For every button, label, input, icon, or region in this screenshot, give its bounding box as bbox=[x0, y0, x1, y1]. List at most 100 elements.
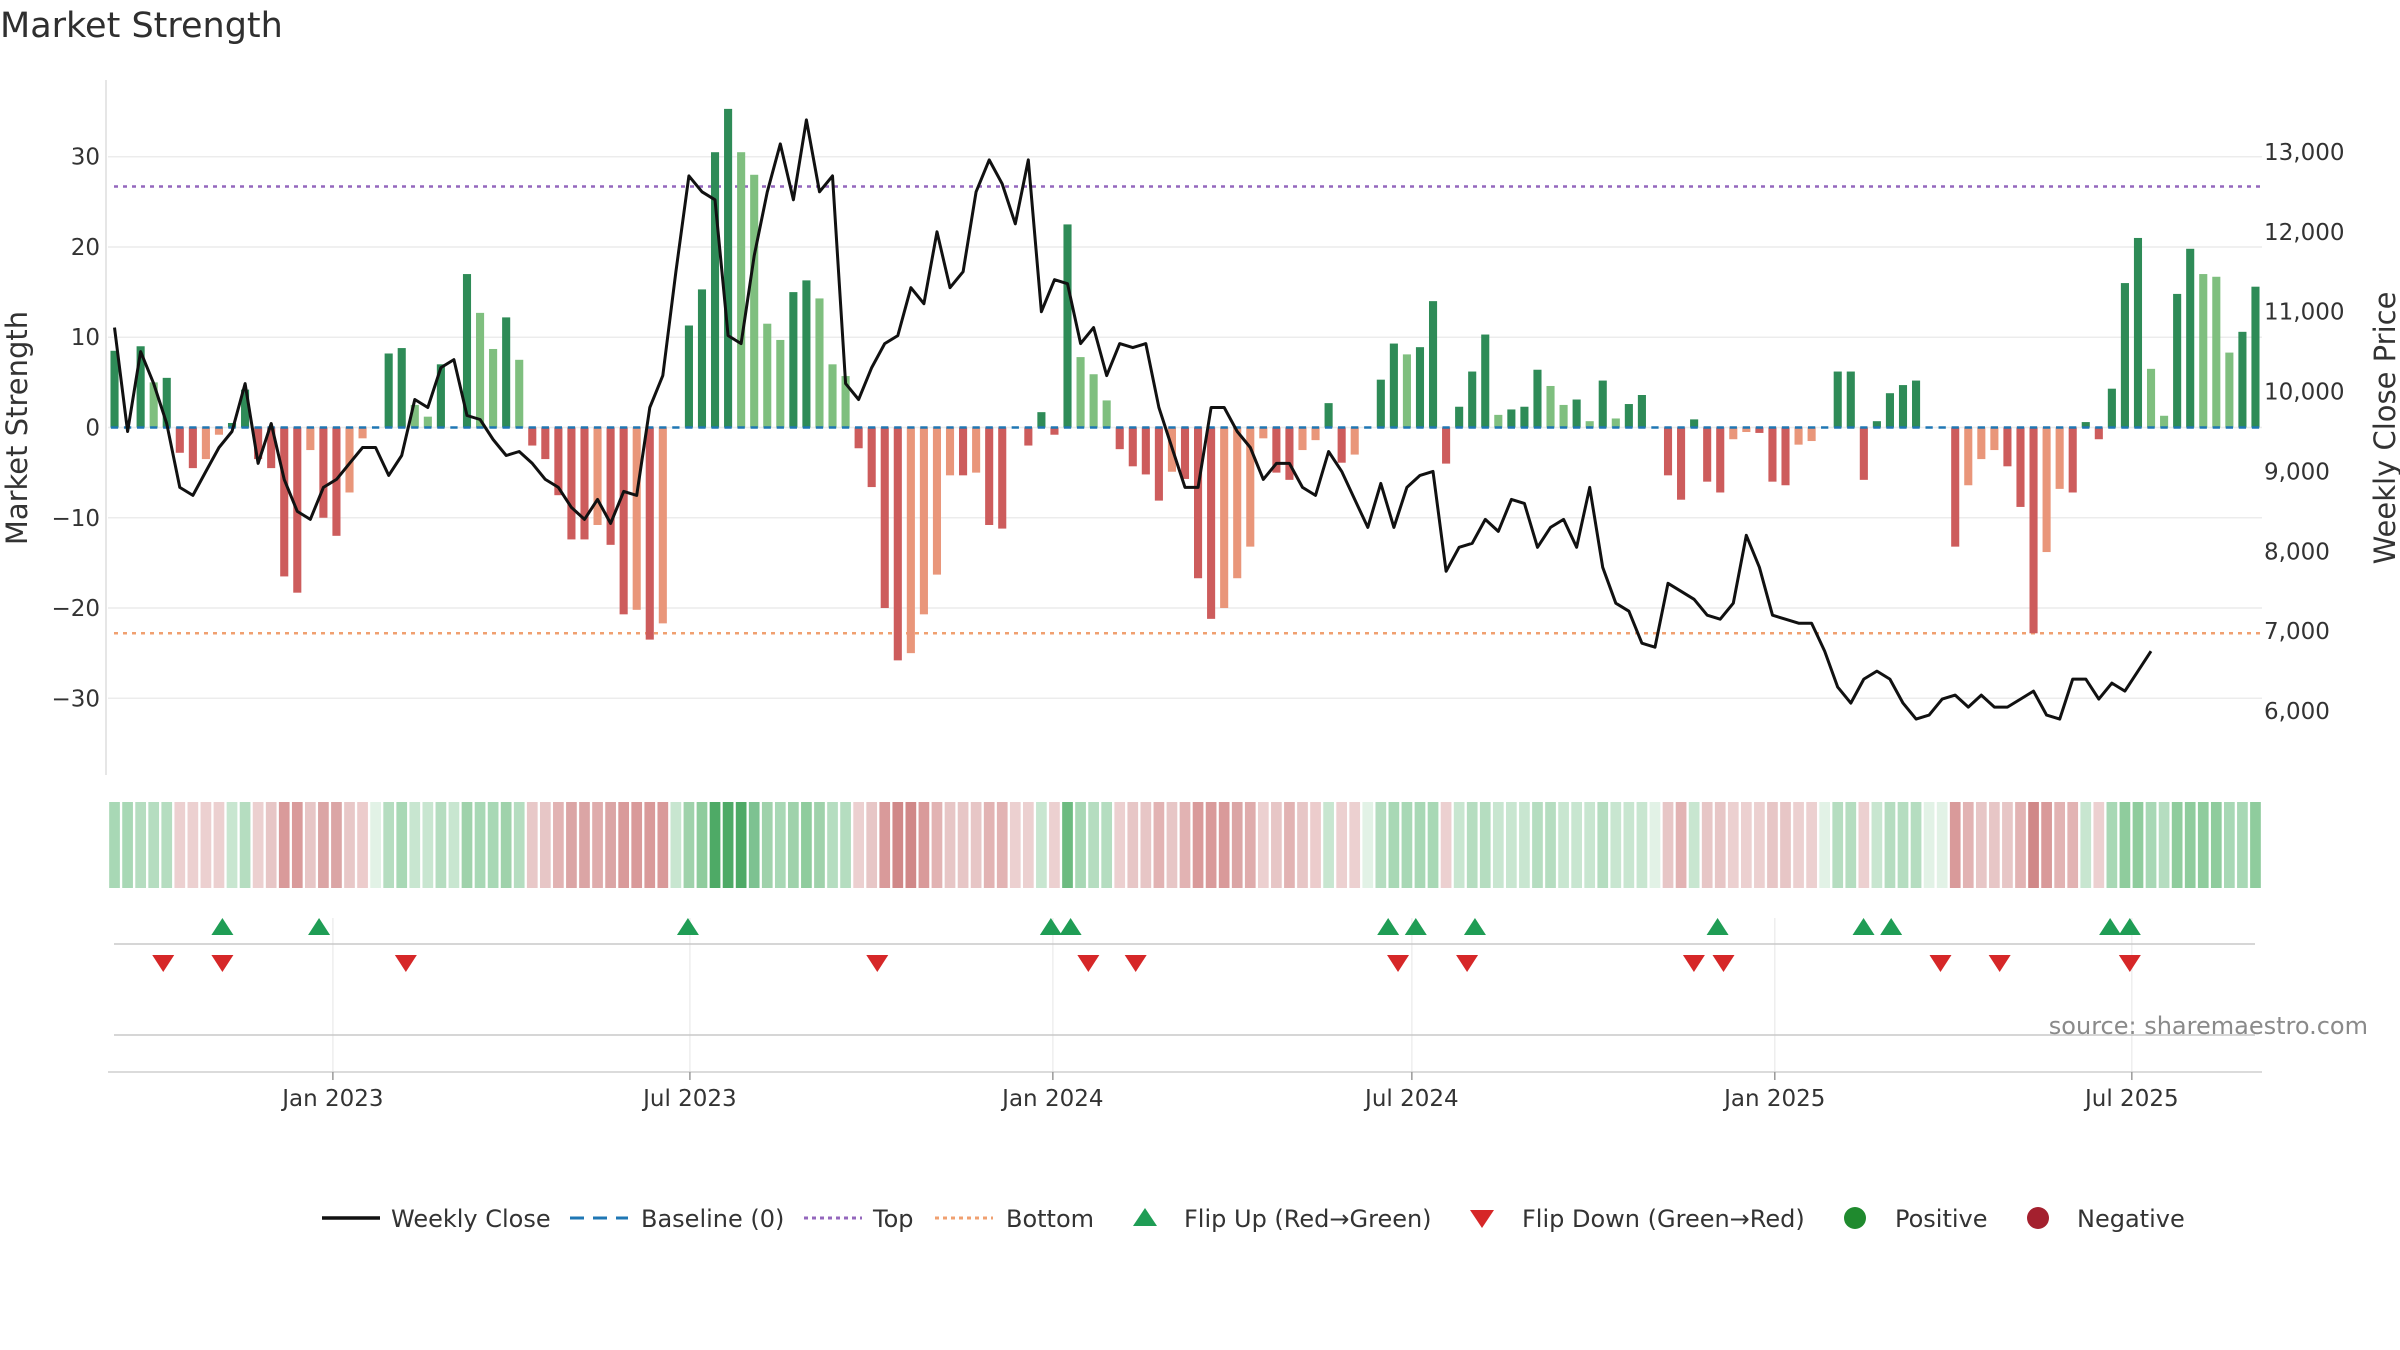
regime-cell bbox=[840, 802, 851, 888]
regime-cell bbox=[1114, 802, 1126, 888]
left-tick-label: −30 bbox=[51, 686, 100, 712]
strength-bar bbox=[175, 427, 184, 453]
regime-cell bbox=[1701, 802, 1713, 888]
flip-up-marker bbox=[1039, 918, 1062, 935]
strength-bar bbox=[267, 427, 276, 469]
regime-cell bbox=[1153, 802, 1165, 888]
strength-bar bbox=[2160, 415, 2169, 428]
regime-cell bbox=[774, 802, 786, 888]
strength-bar bbox=[1912, 380, 1921, 428]
regime-cell bbox=[696, 802, 708, 888]
strength-bar bbox=[1964, 427, 1973, 486]
strength-bar bbox=[2029, 427, 2038, 634]
right-tick-label: 12,000 bbox=[2264, 220, 2344, 246]
strength-bar bbox=[854, 427, 863, 449]
legend-dot-icon bbox=[1844, 1207, 1866, 1229]
regime-cell bbox=[2028, 802, 2039, 888]
strength-bar bbox=[867, 427, 876, 488]
x-axis: Jan 2023 Jul 2023 Jan 2024 Jul 2024 Jan 2025… bbox=[108, 1071, 2262, 1112]
regime-cell bbox=[553, 802, 564, 888]
strength-bar bbox=[1690, 419, 1699, 428]
strength-bar bbox=[1220, 427, 1229, 609]
regime-cell bbox=[2171, 802, 2183, 888]
regime-cell bbox=[239, 802, 251, 888]
strength-bar bbox=[1376, 379, 1385, 428]
strength-bar bbox=[436, 364, 445, 428]
strength-bar bbox=[919, 427, 928, 615]
regime-cell bbox=[1597, 802, 1609, 888]
regime-cell bbox=[2132, 802, 2144, 888]
regime-cell bbox=[1532, 802, 1543, 888]
regime-cell bbox=[109, 802, 120, 888]
strength-bars bbox=[110, 108, 2260, 661]
regime-cell bbox=[1009, 802, 1021, 888]
regime-cell bbox=[448, 802, 460, 888]
regime-cell bbox=[357, 802, 368, 888]
strength-bar bbox=[462, 274, 472, 428]
regime-cell bbox=[1427, 802, 1439, 888]
regime-cell bbox=[709, 802, 721, 888]
regime-cell bbox=[1506, 802, 1517, 888]
strength-bar bbox=[1624, 404, 1633, 428]
regime-cell bbox=[1466, 802, 1478, 888]
strength-bar bbox=[645, 427, 654, 640]
regime-cell bbox=[1675, 802, 1687, 888]
strength-bar bbox=[1207, 427, 1216, 619]
regime-cell bbox=[1049, 802, 1060, 888]
strength-bar bbox=[1350, 427, 1359, 455]
regime-cell bbox=[1727, 802, 1739, 888]
regime-cell bbox=[853, 802, 864, 888]
regime-strip bbox=[109, 802, 2261, 888]
regime-cell bbox=[1649, 802, 1661, 888]
strength-bar bbox=[2173, 293, 2182, 428]
strength-bar bbox=[1389, 343, 1398, 428]
strength-bar bbox=[384, 353, 393, 428]
regime-cell bbox=[252, 802, 264, 888]
regime-cell bbox=[1205, 802, 1217, 888]
strength-bar bbox=[162, 377, 171, 428]
regime-cell bbox=[1362, 802, 1374, 888]
strength-bar bbox=[306, 427, 315, 451]
regime-cell bbox=[618, 802, 630, 888]
strength-bar bbox=[1180, 427, 1190, 479]
regime-cell bbox=[135, 802, 146, 888]
strength-bar bbox=[710, 152, 720, 428]
strength-bar bbox=[1611, 418, 1620, 428]
strength-bar bbox=[2238, 331, 2247, 428]
strength-bar bbox=[2042, 427, 2051, 553]
right-tick-label: 11,000 bbox=[2264, 300, 2344, 326]
regime-cell bbox=[983, 802, 995, 888]
flip-markers-panel bbox=[114, 918, 2255, 972]
regime-cell bbox=[2054, 802, 2066, 888]
regime-cell bbox=[2184, 802, 2196, 888]
strength-bar bbox=[1572, 399, 1581, 428]
strength-bar bbox=[476, 312, 485, 428]
regime-cell bbox=[735, 802, 747, 888]
strength-bar bbox=[1494, 414, 1503, 428]
strength-bar bbox=[1428, 301, 1438, 428]
regime-cell bbox=[1401, 802, 1413, 888]
strength-bar bbox=[1455, 406, 1464, 428]
regime-cell bbox=[1662, 802, 1674, 888]
strength-bar bbox=[593, 427, 602, 525]
strength-bar bbox=[2107, 388, 2116, 428]
flip-down-marker bbox=[1712, 955, 1735, 972]
strength-bar bbox=[1898, 385, 1908, 428]
flip-up-marker bbox=[1463, 918, 1486, 935]
strength-bar bbox=[410, 404, 419, 428]
regime-cell bbox=[1375, 802, 1387, 888]
strength-bar bbox=[136, 346, 145, 428]
strength-bar bbox=[1585, 421, 1594, 428]
regime-cell bbox=[2197, 802, 2209, 888]
strength-bar bbox=[149, 382, 158, 428]
strength-bar bbox=[789, 292, 798, 428]
x-tick-label: Jan 2024 bbox=[1000, 1086, 1103, 1112]
regime-cell bbox=[2080, 802, 2092, 888]
regime-cell bbox=[2041, 802, 2052, 888]
strength-bar bbox=[750, 174, 759, 428]
strength-bar bbox=[2146, 368, 2156, 428]
regime-cell bbox=[331, 802, 342, 888]
regime-cell bbox=[644, 802, 656, 888]
regime-cell bbox=[1806, 802, 1817, 888]
regime-cell bbox=[814, 802, 825, 888]
